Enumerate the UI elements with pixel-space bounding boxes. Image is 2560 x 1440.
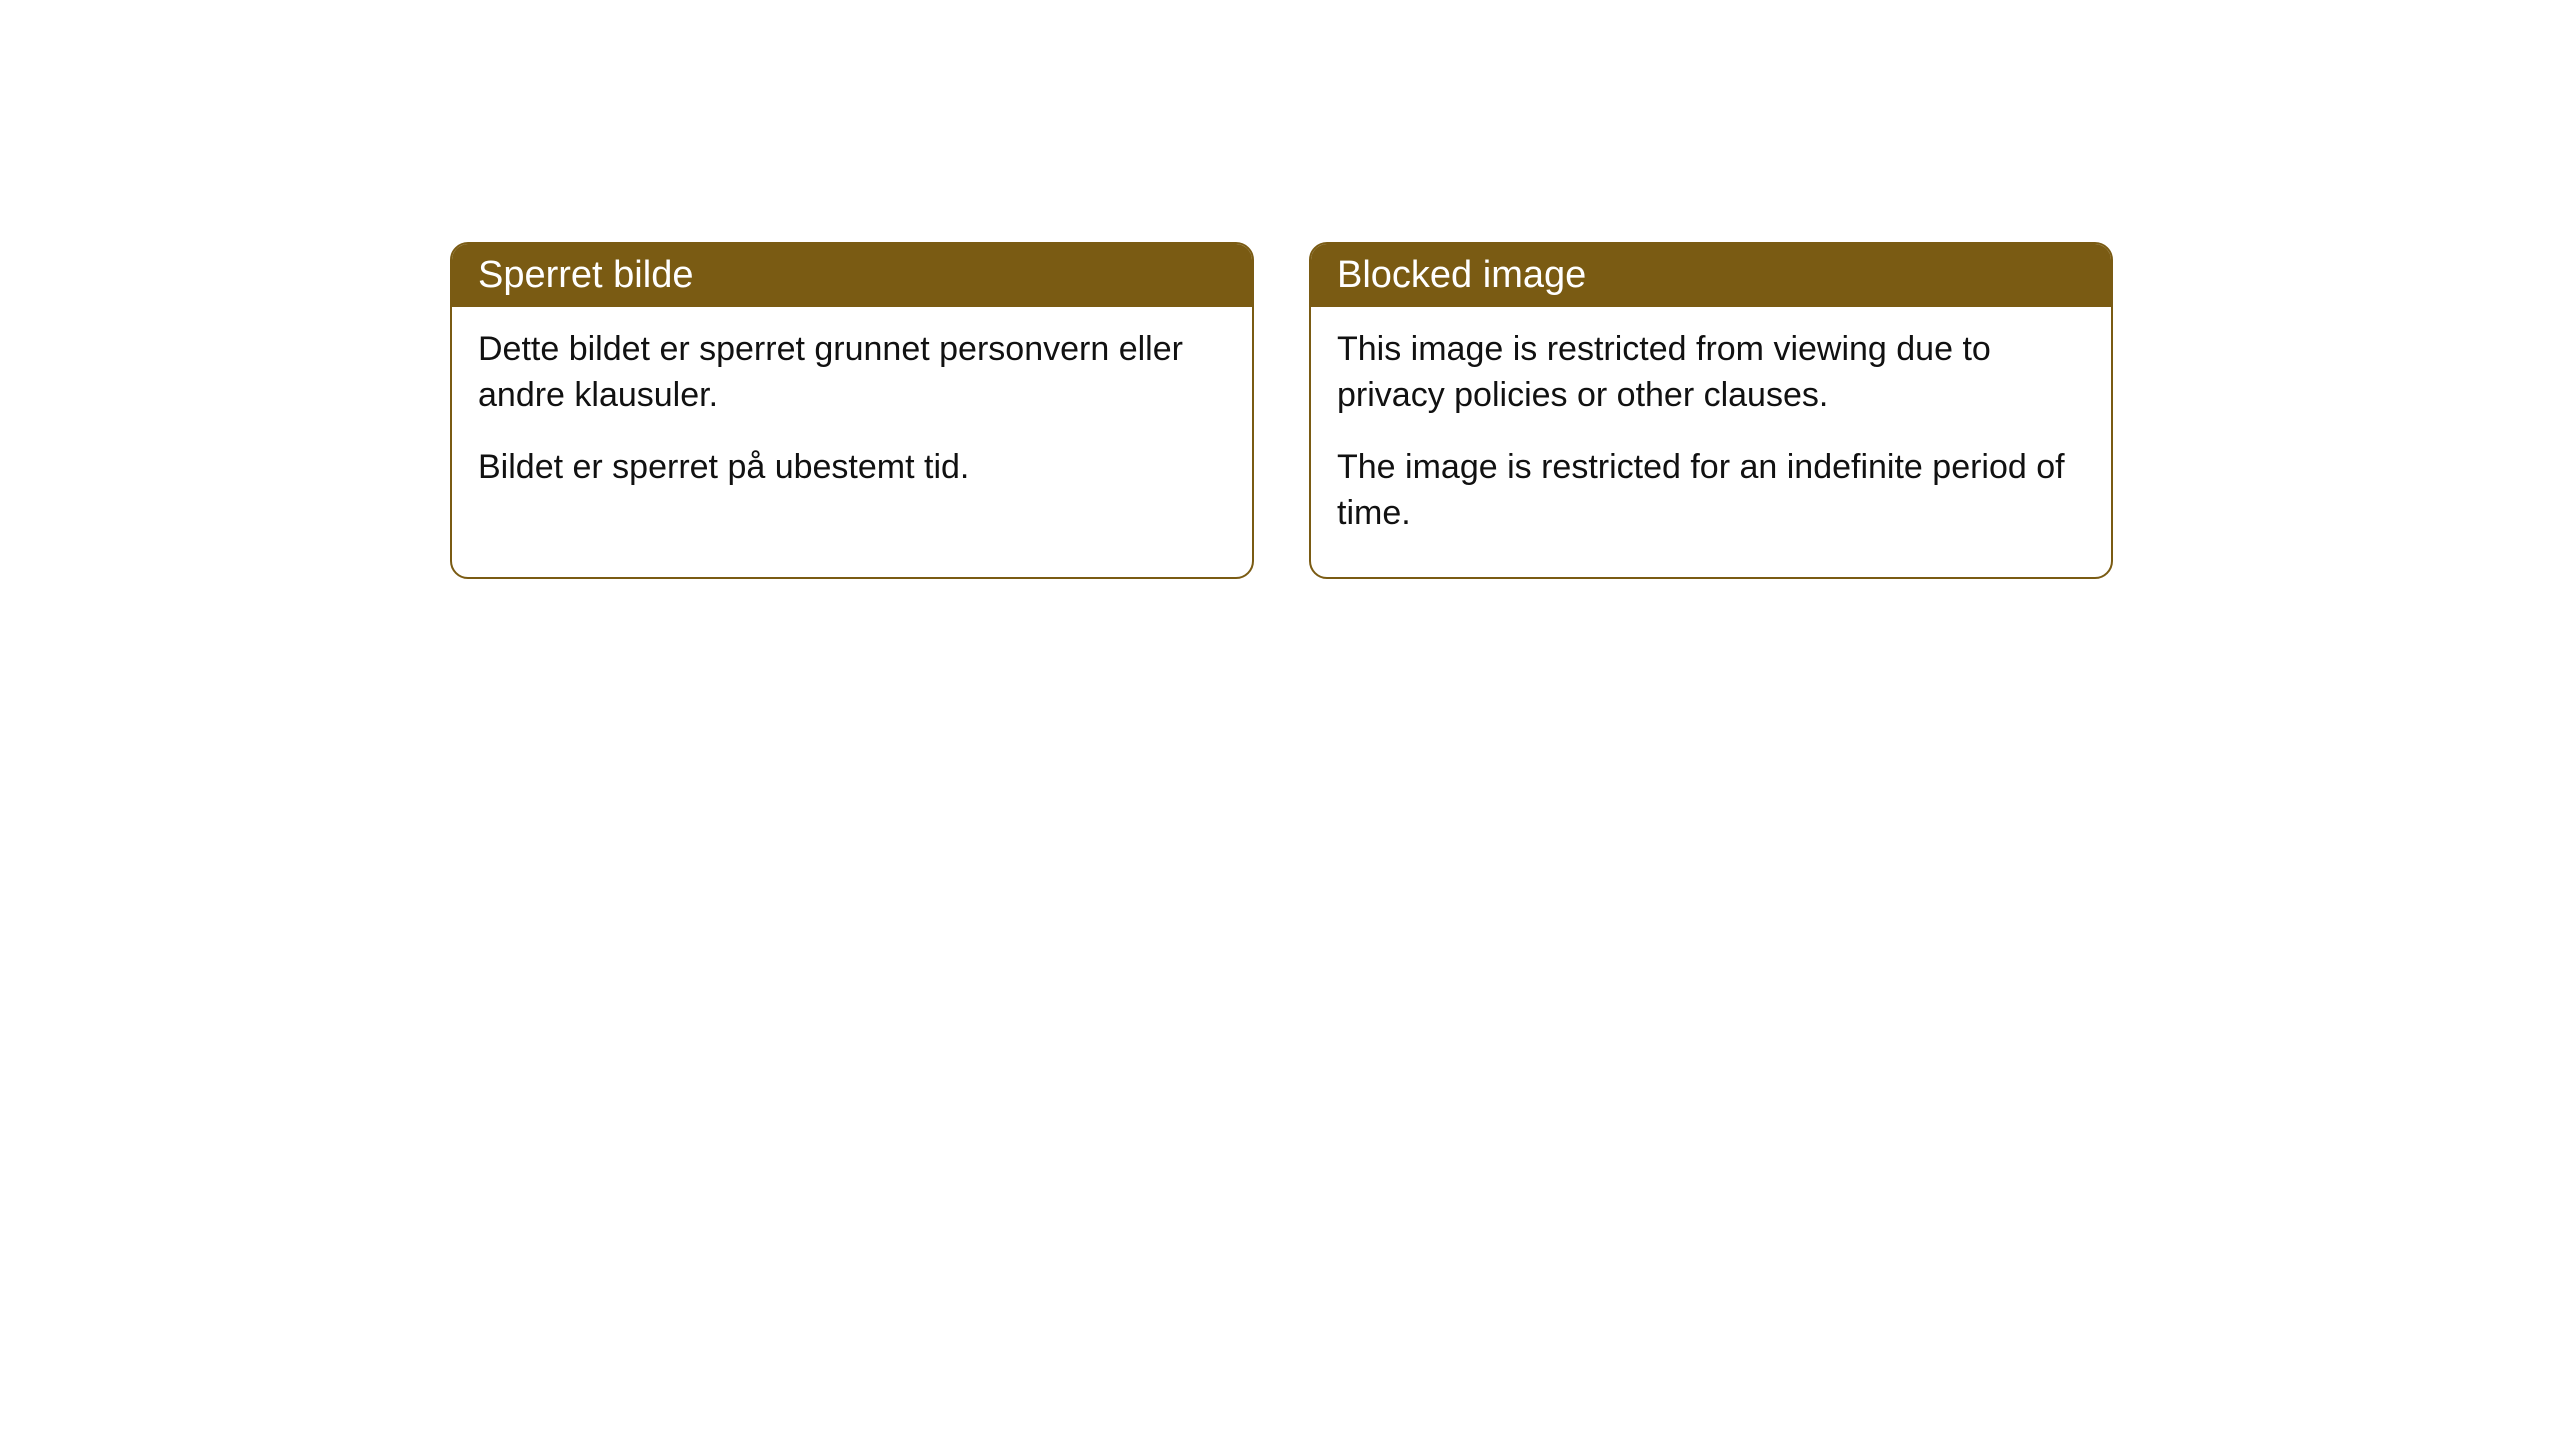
card-paragraph: Dette bildet er sperret grunnet personve…	[478, 327, 1226, 419]
card-body-english: This image is restricted from viewing du…	[1311, 307, 2111, 577]
card-title: Sperret bilde	[478, 254, 693, 296]
card-paragraph: This image is restricted from viewing du…	[1337, 327, 2085, 419]
card-title: Blocked image	[1337, 254, 1586, 296]
notice-container: Sperret bilde Dette bildet er sperret gr…	[450, 242, 2113, 579]
card-header-norwegian: Sperret bilde	[452, 244, 1252, 307]
notice-card-norwegian: Sperret bilde Dette bildet er sperret gr…	[450, 242, 1254, 579]
card-paragraph: The image is restricted for an indefinit…	[1337, 445, 2085, 537]
card-paragraph: Bildet er sperret på ubestemt tid.	[478, 445, 1226, 491]
notice-card-english: Blocked image This image is restricted f…	[1309, 242, 2113, 579]
card-body-norwegian: Dette bildet er sperret grunnet personve…	[452, 307, 1252, 531]
card-header-english: Blocked image	[1311, 244, 2111, 307]
